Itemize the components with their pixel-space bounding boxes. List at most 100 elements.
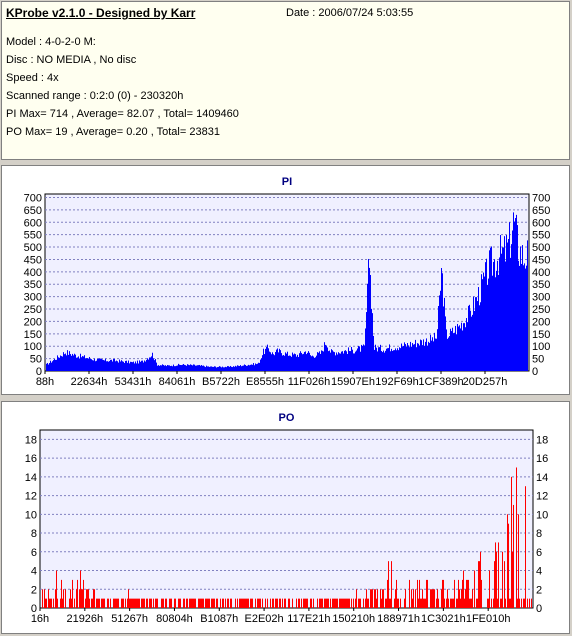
po-bar-318 xyxy=(359,598,360,608)
po-bar-110 xyxy=(151,598,152,608)
pi-bar-345 xyxy=(391,348,392,371)
pi-bar-455 xyxy=(501,253,502,371)
po-bar-60 xyxy=(101,598,102,608)
po-bar-393 xyxy=(434,589,435,608)
pi-bar-252 xyxy=(298,357,299,371)
po-ytick-left-7: 14 xyxy=(25,472,37,484)
po-bar-44 xyxy=(85,598,86,608)
pi-bar-235 xyxy=(281,353,282,371)
pi-bar-437 xyxy=(483,272,484,371)
po-bar-171 xyxy=(212,598,213,608)
pi-bar-242 xyxy=(288,355,289,371)
pi-bar-158 xyxy=(204,366,205,371)
pi-bar-452 xyxy=(498,275,499,371)
pi-bar-262 xyxy=(308,351,309,371)
po-bar-448 xyxy=(489,570,490,608)
po-bar-463 xyxy=(504,561,505,608)
pi-bar-292 xyxy=(338,352,339,371)
pi-bar-316 xyxy=(362,345,363,371)
po-bar-50 xyxy=(91,598,92,608)
po-bar-146 xyxy=(187,598,188,608)
pi-bar-216 xyxy=(262,355,263,371)
po-bar-346 xyxy=(387,579,388,608)
pi-bar-15 xyxy=(61,356,62,371)
po-ytick-left-5: 10 xyxy=(25,509,37,521)
po-bar-418 xyxy=(459,589,460,608)
pi-bar-418 xyxy=(464,323,465,371)
po-bar-286 xyxy=(327,598,328,608)
pi-bar-409 xyxy=(455,325,456,371)
pi-bar-43 xyxy=(89,356,90,371)
pi-bar-46 xyxy=(92,360,93,371)
pi-bars xyxy=(46,212,528,371)
pi-bar-5 xyxy=(51,362,52,371)
po-bar-90 xyxy=(131,598,132,608)
pi-bar-438 xyxy=(484,276,485,371)
pi-bar-389 xyxy=(435,338,436,371)
pi-bar-90 xyxy=(136,363,137,371)
pi-bar-135 xyxy=(181,365,182,371)
pi-bar-279 xyxy=(325,344,326,371)
po-bar-134 xyxy=(175,598,176,608)
pi-bar-219 xyxy=(265,348,266,371)
po-summary-line: PO Max= 19 , Average= 0.20 , Total= 2383… xyxy=(6,126,220,138)
pi-bar-431 xyxy=(477,301,478,371)
po-bar-477 xyxy=(518,514,519,608)
po-bar-381 xyxy=(422,589,423,608)
pi-ytick-right-12: 600 xyxy=(532,217,550,229)
po-bar-53 xyxy=(94,589,95,608)
pi-bar-226 xyxy=(272,352,273,371)
pi-bar-50 xyxy=(96,360,97,371)
pi-bar-397 xyxy=(443,306,444,371)
pi-ytick-left-4: 200 xyxy=(24,316,42,328)
po-bar-344 xyxy=(385,598,386,608)
po-bar-406 xyxy=(447,589,448,608)
po-bar-162 xyxy=(203,598,204,608)
pi-bar-253 xyxy=(299,353,300,371)
po-bar-238 xyxy=(279,598,280,608)
pi-ytick-left-14: 700 xyxy=(24,192,42,204)
pi-bar-408 xyxy=(454,332,455,371)
pi-bar-367 xyxy=(413,344,414,371)
pi-ytick-left-2: 100 xyxy=(24,341,42,353)
po-bar-468 xyxy=(509,598,510,608)
po-bar-137 xyxy=(178,598,179,608)
pi-bar-214 xyxy=(260,359,261,371)
pi-bar-271 xyxy=(317,352,318,371)
pi-bar-179 xyxy=(225,366,226,371)
po-bar-410 xyxy=(451,598,452,608)
pi-bar-417 xyxy=(463,323,464,371)
po-bar-148 xyxy=(189,598,190,608)
pi-bar-407 xyxy=(453,333,454,371)
pi-bar-70 xyxy=(116,360,117,371)
pi-bar-11 xyxy=(57,355,58,371)
pi-bar-199 xyxy=(245,365,246,371)
pi-bar-157 xyxy=(203,365,204,371)
pi-bar-376 xyxy=(422,345,423,371)
po-bar-405 xyxy=(446,598,447,608)
po-bar-266 xyxy=(307,598,308,608)
pi-bar-229 xyxy=(275,352,276,371)
pi-bar-479 xyxy=(525,268,526,371)
pi-bar-429 xyxy=(475,297,476,371)
po-bar-20 xyxy=(61,579,62,608)
po-bar-214 xyxy=(255,598,256,608)
po-bar-14 xyxy=(55,589,56,608)
pi-bar-37 xyxy=(83,356,84,371)
po-bar-10 xyxy=(51,598,52,608)
po-bar-239 xyxy=(280,598,281,608)
po-bar-129 xyxy=(170,598,171,608)
pi-bar-469 xyxy=(515,218,516,371)
pi-bar-415 xyxy=(461,322,462,371)
po-bar-190 xyxy=(231,598,232,608)
pi-bar-475 xyxy=(521,263,522,371)
po-bar-236 xyxy=(277,598,278,608)
pi-bar-142 xyxy=(188,364,189,371)
pi-bar-297 xyxy=(343,353,344,371)
po-ytick-left-6: 12 xyxy=(25,491,37,503)
po-bar-114 xyxy=(155,598,156,608)
pi-bar-258 xyxy=(304,351,305,371)
pi-bar-340 xyxy=(386,348,387,371)
po-bar-102 xyxy=(143,598,144,608)
pi-bar-35 xyxy=(81,357,82,371)
